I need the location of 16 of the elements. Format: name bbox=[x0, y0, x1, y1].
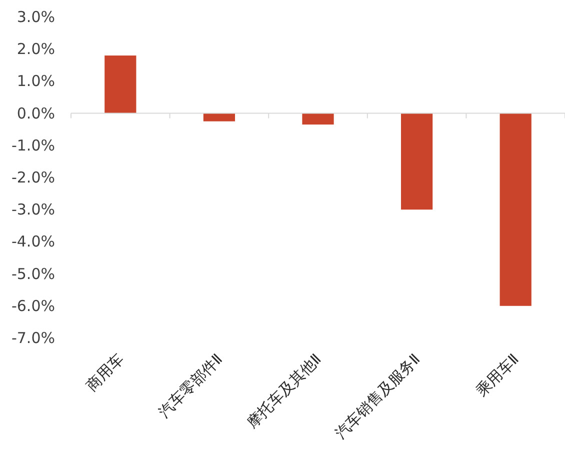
x-tick-label: 乘用车Ⅱ bbox=[472, 350, 522, 400]
y-tick-label: -2.0% bbox=[11, 168, 55, 186]
x-tick-label: 汽车零部件Ⅱ bbox=[155, 350, 226, 422]
y-tick-label: -1.0% bbox=[11, 136, 55, 154]
y-tick-label: -4.0% bbox=[11, 232, 55, 251]
x-tick-label: 摩托车及其他Ⅱ bbox=[243, 350, 325, 432]
y-tick-label: 0.0% bbox=[16, 104, 55, 122]
y-tick-label: 2.0% bbox=[16, 40, 55, 58]
y-tick-label: -5.0% bbox=[11, 264, 55, 283]
y-tick-label: 1.0% bbox=[16, 72, 55, 90]
y-tick-label: -6.0% bbox=[11, 296, 55, 315]
y-tick-label: -7.0% bbox=[11, 329, 55, 347]
x-tick-label: 商用车 bbox=[82, 350, 128, 395]
y-tick-label: -3.0% bbox=[11, 200, 55, 219]
y-tick-label: 3.0% bbox=[16, 8, 55, 26]
x-tick-label: 汽车销售及服务Ⅱ bbox=[331, 350, 424, 442]
